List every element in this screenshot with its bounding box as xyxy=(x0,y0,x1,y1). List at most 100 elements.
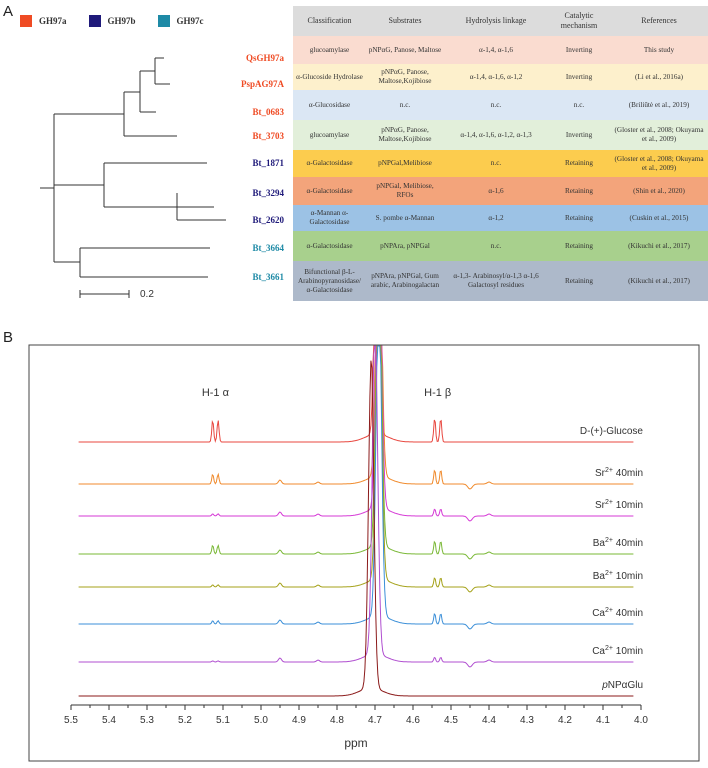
table-cell: glucoamylase xyxy=(309,45,350,54)
table-row: Bifunctional β-L-Arabinopyranosidase/ α-… xyxy=(293,261,708,301)
x-tick-label: 5.0 xyxy=(254,715,268,726)
table-cell: Retaining xyxy=(565,159,593,167)
table-cell: Retaining xyxy=(565,276,593,285)
peak-annotation: H-1 β xyxy=(424,387,451,399)
x-tick-label: 4.2 xyxy=(558,715,572,726)
legend: GH97a GH97b GH97c xyxy=(20,15,226,29)
table-cell: α-1,2 xyxy=(488,213,504,222)
table-cell: Inverting xyxy=(565,72,593,81)
table-cell: α-Glucoside Hydrolase xyxy=(296,72,363,81)
table-cell: α-1,6 xyxy=(488,186,504,195)
table-cell: Retaining xyxy=(565,213,593,222)
table-cell: (Kikuchi et al., 2017) xyxy=(628,276,690,285)
table-cell: S. pombe α-Mannan xyxy=(375,213,435,222)
table-cell: (Gloster et al., 2008; Okuyama et al., 2… xyxy=(614,126,704,143)
table-cell: Inverting xyxy=(565,45,593,54)
series-label: pNPαGlu xyxy=(601,680,643,691)
spectrum-series xyxy=(78,345,634,522)
enzyme-table: Classification Substrates Hydrolysis linka… xyxy=(293,6,708,301)
tree-leaf-label: QsGH97a xyxy=(246,53,285,63)
panel-letter-b: B xyxy=(3,329,14,346)
series-label: Ba2+ 40min xyxy=(593,537,643,549)
table-cell: α-Galactosidase xyxy=(306,186,353,195)
table-header-cell: Hydrolysis linkage xyxy=(465,16,527,25)
table-cell: n.c. xyxy=(490,159,502,167)
chart-frame xyxy=(28,344,700,762)
tree-leaf-label: Bt_2620 xyxy=(253,215,285,225)
table-cell: pNPαG, Panose, Maltose,Kojibiose xyxy=(378,68,432,85)
table-cell: (Cuskin et al., 2015) xyxy=(629,213,689,222)
x-tick-label: 5.5 xyxy=(64,715,78,726)
spectrum-line xyxy=(78,345,634,444)
table-cell: α-1,4, α-1,6, α-1,2 xyxy=(469,72,523,81)
tree-leaf-label: Bt_1871 xyxy=(253,158,285,168)
table-header-cell: Substrates xyxy=(388,16,422,25)
legend-label: GH97a xyxy=(39,16,67,26)
table-cell: Retaining xyxy=(565,186,593,195)
spectrum-line xyxy=(78,345,634,593)
table-cell: Bifunctional β-L-Arabinopyranosidase/ α-… xyxy=(297,267,362,294)
x-tick-label: 5.2 xyxy=(178,715,192,726)
spectrum-series xyxy=(78,345,634,630)
series-label: D-(+)-Glucose xyxy=(580,426,644,437)
x-tick-label: 4.4 xyxy=(482,715,496,726)
spectrum-series xyxy=(78,345,634,593)
x-tick-label: 5.1 xyxy=(216,715,230,726)
legend-item-gh97b: GH97b xyxy=(88,15,136,27)
table-cell: pNPαG, Panose, Maltose xyxy=(368,45,442,54)
table-cell: pNPαG, Panose, Maltose,Kojibiose xyxy=(378,126,432,143)
spectrum-line xyxy=(78,345,634,630)
table-cell: pNPAra, pNPGal xyxy=(380,241,430,250)
table-cell: pNPAra, pNPGal, Gum arabic, Arabinogalac… xyxy=(370,272,440,289)
spectrum-series xyxy=(78,345,634,560)
series-label: Sr2+ 10min xyxy=(595,499,643,511)
tree-labels: QsGH97a PspAG97A Bt_0683 Bt_3703 Bt_1871 Bt_3… xyxy=(241,53,285,282)
x-tick-label: 4.9 xyxy=(292,715,306,726)
spectrum-line xyxy=(78,345,634,490)
table-row: α-Glucoside Hydrolase pNPαG, Panose, Malt… xyxy=(293,64,708,90)
legend-item-gh97a: GH97a xyxy=(20,15,67,27)
legend-item-gh97c: GH97c xyxy=(157,15,204,27)
series-label: Ba2+ 10min xyxy=(593,570,643,582)
tree-leaf-label: Bt_0683 xyxy=(253,107,285,117)
panel-letter-a: A xyxy=(3,3,14,20)
legend-swatch xyxy=(20,15,32,27)
table-cell: α-Galactosidase xyxy=(306,241,353,250)
x-tick-label: 5.4 xyxy=(102,715,116,726)
table-cell: Retaining xyxy=(565,241,593,250)
legend-swatch xyxy=(157,15,170,27)
legend-label: GH97b xyxy=(107,16,136,26)
table-cell: n.c. xyxy=(490,241,502,250)
table-header: Classification Substrates Hydrolysis linka… xyxy=(293,6,708,36)
table-cell: α-1,3- Arabinosyl/α-1,3 α-1,6 Galactosyl… xyxy=(453,272,539,289)
legend-swatch xyxy=(88,15,101,27)
table-row: α-Galactosidase pNPGal, Melibiose, RFOs α-… xyxy=(293,177,708,205)
peak-annotation: H-1 α xyxy=(202,387,230,399)
table-cell: α-Galactosidase xyxy=(306,159,353,167)
phylogenetic-tree: QsGH97a PspAG97A Bt_0683 Bt_3703 Bt_1871 Bt_3… xyxy=(40,53,285,298)
x-tick-label: 4.6 xyxy=(406,715,420,726)
tree-leaf-label: Bt_3294 xyxy=(253,188,285,198)
x-tick-label: 4.0 xyxy=(634,715,648,726)
table-row: α-Glucosidase n.c. n.c. n.c. (Briliūtė et al… xyxy=(293,90,708,120)
series-label: Ca2+ 40min xyxy=(592,607,643,619)
x-tick-label: 5.3 xyxy=(140,715,154,726)
spectrum-line xyxy=(78,345,634,668)
table-cell: (Briliūtė et al., 2019) xyxy=(628,100,690,109)
spectrum-line xyxy=(78,345,634,522)
spectrum-line xyxy=(78,345,634,560)
tree-leaf-label: PspAG97A xyxy=(241,79,285,89)
table-header-cell: References xyxy=(641,16,677,25)
table-cell: (Li et al., 2016a) xyxy=(634,72,684,81)
x-tick-label: 4.7 xyxy=(368,715,382,726)
x-axis-label: ppm xyxy=(344,736,367,750)
table-row: α-Mannan α-Galactosidase S. pombe α-Manna… xyxy=(293,205,708,231)
spectrum-series xyxy=(78,345,634,668)
nmr-spectrum-chart: 5.5 5.4 5.3 5.2 5.1 5.0 4.9 4.8 4.7 4.6 4.5 4.4 4.3 4… xyxy=(28,344,700,762)
table-cell: This study xyxy=(643,45,675,54)
tree-leaf-label: Bt_3703 xyxy=(253,131,285,141)
table-cell: α-Glucosidase xyxy=(308,100,351,109)
table-row: glucoamylase pNPαG, Panose, Maltose,Kojib… xyxy=(293,120,708,150)
x-tick-label: 4.1 xyxy=(596,715,610,726)
spectrum-series xyxy=(78,345,634,490)
